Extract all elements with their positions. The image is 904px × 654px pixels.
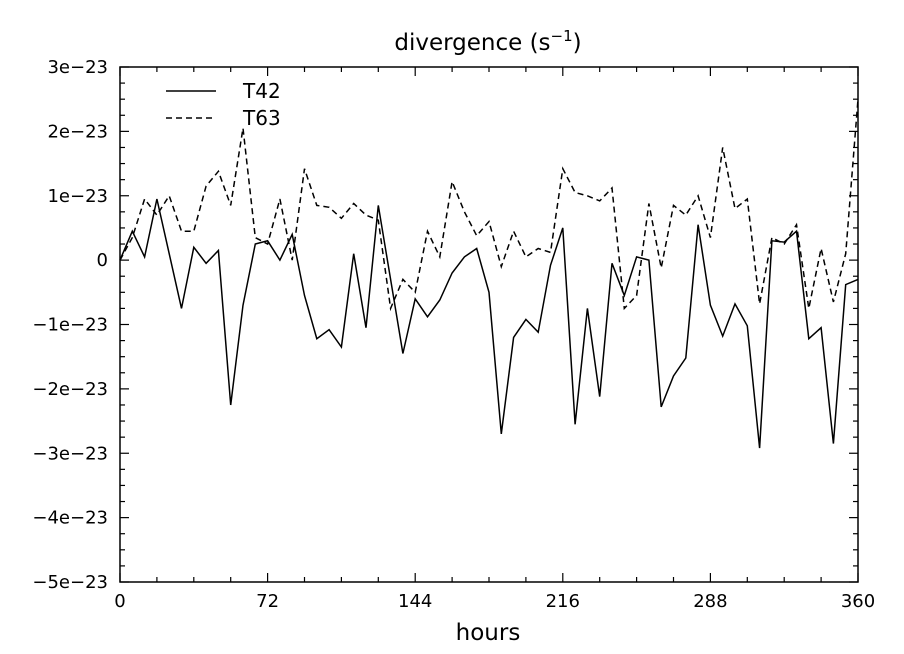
- y-tick-label: 1e−23: [47, 186, 108, 207]
- y-axis-ticks: −5e−23 −4e−23 −3e−23 −2e−23 −1e−23 0 1e−23 2e−2…: [32, 57, 858, 593]
- x-tick-label: 72: [256, 591, 279, 612]
- y-tick-label: −1e−23: [32, 315, 108, 336]
- legend-label-t42: T42: [242, 79, 281, 103]
- series-lines: [119, 99, 859, 449]
- x-tick-label: 360: [841, 591, 875, 612]
- chart-title: divergence (s−1): [394, 27, 581, 56]
- y-tick-label: −5e−23: [32, 572, 108, 593]
- y-tick-label: −2e−23: [32, 379, 108, 400]
- x-tick-label: 0: [114, 591, 125, 612]
- y-tick-label: −3e−23: [32, 443, 108, 464]
- series-line-t42: [119, 198, 859, 449]
- x-axis-ticks: 0 72 144 216 288 360: [114, 67, 875, 612]
- series-line-t63: [119, 99, 859, 312]
- y-tick-label: 0: [97, 250, 108, 271]
- legend-label-t63: T63: [242, 106, 281, 130]
- x-tick-label: 144: [398, 591, 432, 612]
- y-tick-label: 2e−23: [47, 121, 108, 142]
- x-tick-label: 288: [693, 591, 727, 612]
- x-axis-label: hours: [456, 620, 521, 646]
- x-tick-label: 216: [546, 591, 580, 612]
- y-tick-label: −4e−23: [32, 508, 108, 529]
- y-tick-label: 3e−23: [47, 57, 108, 78]
